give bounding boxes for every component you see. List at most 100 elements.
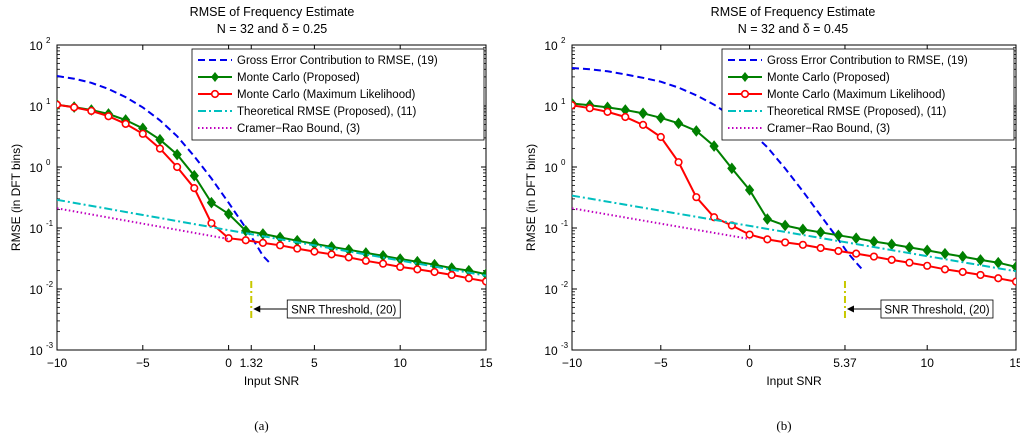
panel-label: (a) [254, 418, 268, 433]
data-point-circle [344, 253, 353, 262]
data-point-circle [138, 129, 147, 138]
data-point-diamond [481, 268, 486, 280]
x-tick-label: 10 [921, 356, 935, 370]
legend-swatch-marker [210, 89, 220, 99]
legend-entry: Monte Carlo (Maximum Likelihood) [237, 89, 415, 101]
data-point-circle [585, 104, 594, 113]
y-tick-label: 10 [544, 344, 558, 358]
legend-swatch-marker [211, 72, 219, 82]
data-point-circle [275, 241, 285, 250]
y-tick-exponent: 1 [561, 97, 566, 106]
data-point-circle [603, 107, 612, 117]
data-point-diamond [275, 231, 285, 244]
data-point-diamond [656, 112, 666, 124]
data-point-circle [310, 247, 319, 256]
legend-box [721, 48, 1015, 141]
data-point-diamond [940, 247, 950, 260]
legend: Gross Error Contribution to RMSE, (19) Mo… [191, 48, 485, 141]
data-point-diamond [727, 162, 737, 175]
data-point-circle [958, 267, 967, 277]
x-tick-label: 0 [225, 356, 232, 370]
x-tick-label: 5 [311, 356, 318, 370]
data-point-circle [656, 132, 665, 142]
y-tick-exponent: -2 [561, 280, 569, 289]
threshold-label-box [880, 299, 994, 319]
plot-frame [56, 44, 487, 351]
data-point-diamond [798, 223, 808, 236]
data-point-circle [87, 106, 96, 116]
y-tick-label: 10 [544, 39, 558, 53]
y-tick-exponent: 0 [46, 158, 51, 167]
data-point-diamond [709, 140, 719, 152]
data-point-circle [396, 262, 405, 272]
data-point-diamond [922, 244, 932, 257]
data-point-diamond [975, 254, 986, 266]
data-point-circle [361, 256, 370, 265]
data-point-diamond [172, 148, 182, 161]
data-point-circle [241, 236, 250, 245]
data-point-diamond [638, 107, 648, 120]
data-point-circle [923, 261, 932, 270]
data-point-circle [481, 277, 486, 286]
data-point-diamond [851, 232, 861, 245]
series-line-4 [572, 207, 750, 240]
legend-entry: Gross Error Contribution to RMSE, (19) [237, 55, 438, 67]
y-tick-label: 10 [544, 283, 558, 297]
legend-entry: Monte Carlo (Maximum Likelihood) [767, 89, 945, 101]
x-tick-label: 5.37 [833, 356, 857, 370]
legend-entry: Theoretical RMSE (Proposed), (11) [767, 106, 947, 118]
data-point-diamond [1011, 261, 1016, 273]
threshold-arrowhead [846, 305, 854, 313]
chart-subtitle: N = 32 and δ = 0.25 [217, 22, 328, 36]
data-point-diamond [223, 208, 234, 220]
legend-entry: Cramer−Rao Bound, (3) [237, 123, 360, 135]
y-tick-label: 10 [544, 100, 558, 114]
data-point-circle [1011, 277, 1016, 286]
data-point-diamond [833, 229, 844, 242]
threshold-label-box [286, 299, 401, 319]
data-point-circle [464, 274, 473, 283]
y-tick-exponent: -1 [46, 219, 54, 228]
series-group [57, 75, 486, 286]
data-point-circle [207, 219, 216, 228]
data-point-diamond [412, 255, 423, 268]
data-point-circle [258, 238, 268, 247]
data-point-circle [57, 100, 62, 109]
y-axis-label: RMSE (in DFT bins) [524, 144, 538, 251]
data-point-circle [327, 250, 336, 259]
data-point-circle [763, 235, 772, 244]
chart-subtitle: N = 32 and δ = 0.45 [738, 22, 849, 36]
y-tick-exponent: -2 [46, 280, 54, 289]
x-tick-label: −5 [654, 356, 668, 370]
data-point-diamond [206, 196, 217, 209]
y-tick-label: 10 [29, 161, 43, 175]
data-point-circle [834, 246, 843, 256]
data-point-circle [190, 184, 199, 193]
chart-title: RMSE of Frequency Estimate [711, 5, 876, 19]
legend-entry: Gross Error Contribution to RMSE, (19) [767, 55, 968, 67]
data-point-circle [816, 243, 825, 253]
data-point-diamond [744, 184, 755, 196]
data-point-circle [852, 249, 861, 258]
data-point-circle [447, 270, 456, 280]
y-axis-label: RMSE (in DFT bins) [9, 144, 23, 251]
data-point-diamond [815, 226, 826, 239]
x-tick-label: 15 [1009, 356, 1020, 370]
data-point-diamond [869, 235, 879, 248]
x-tick-label: −10 [47, 356, 68, 370]
y-tick-label: 10 [544, 222, 558, 236]
x-tick-label: −5 [136, 356, 150, 370]
data-point-circle [869, 252, 879, 261]
y-tick-exponent: -1 [561, 219, 569, 228]
legend-entry: Cramer−Rao Bound, (3) [767, 123, 890, 135]
data-point-circle [976, 270, 985, 280]
legend-swatch-marker [741, 72, 749, 82]
series-line-4 [57, 207, 229, 240]
chart-panel-b: RMSE of Frequency Estimate N = 32 and δ =… [524, 5, 1020, 433]
series-line-0 [57, 75, 273, 266]
y-tick-exponent: -3 [561, 341, 569, 350]
data-point-circle [572, 101, 577, 110]
legend-entry: Monte Carlo (Proposed) [237, 72, 360, 84]
series-group [572, 67, 1016, 286]
